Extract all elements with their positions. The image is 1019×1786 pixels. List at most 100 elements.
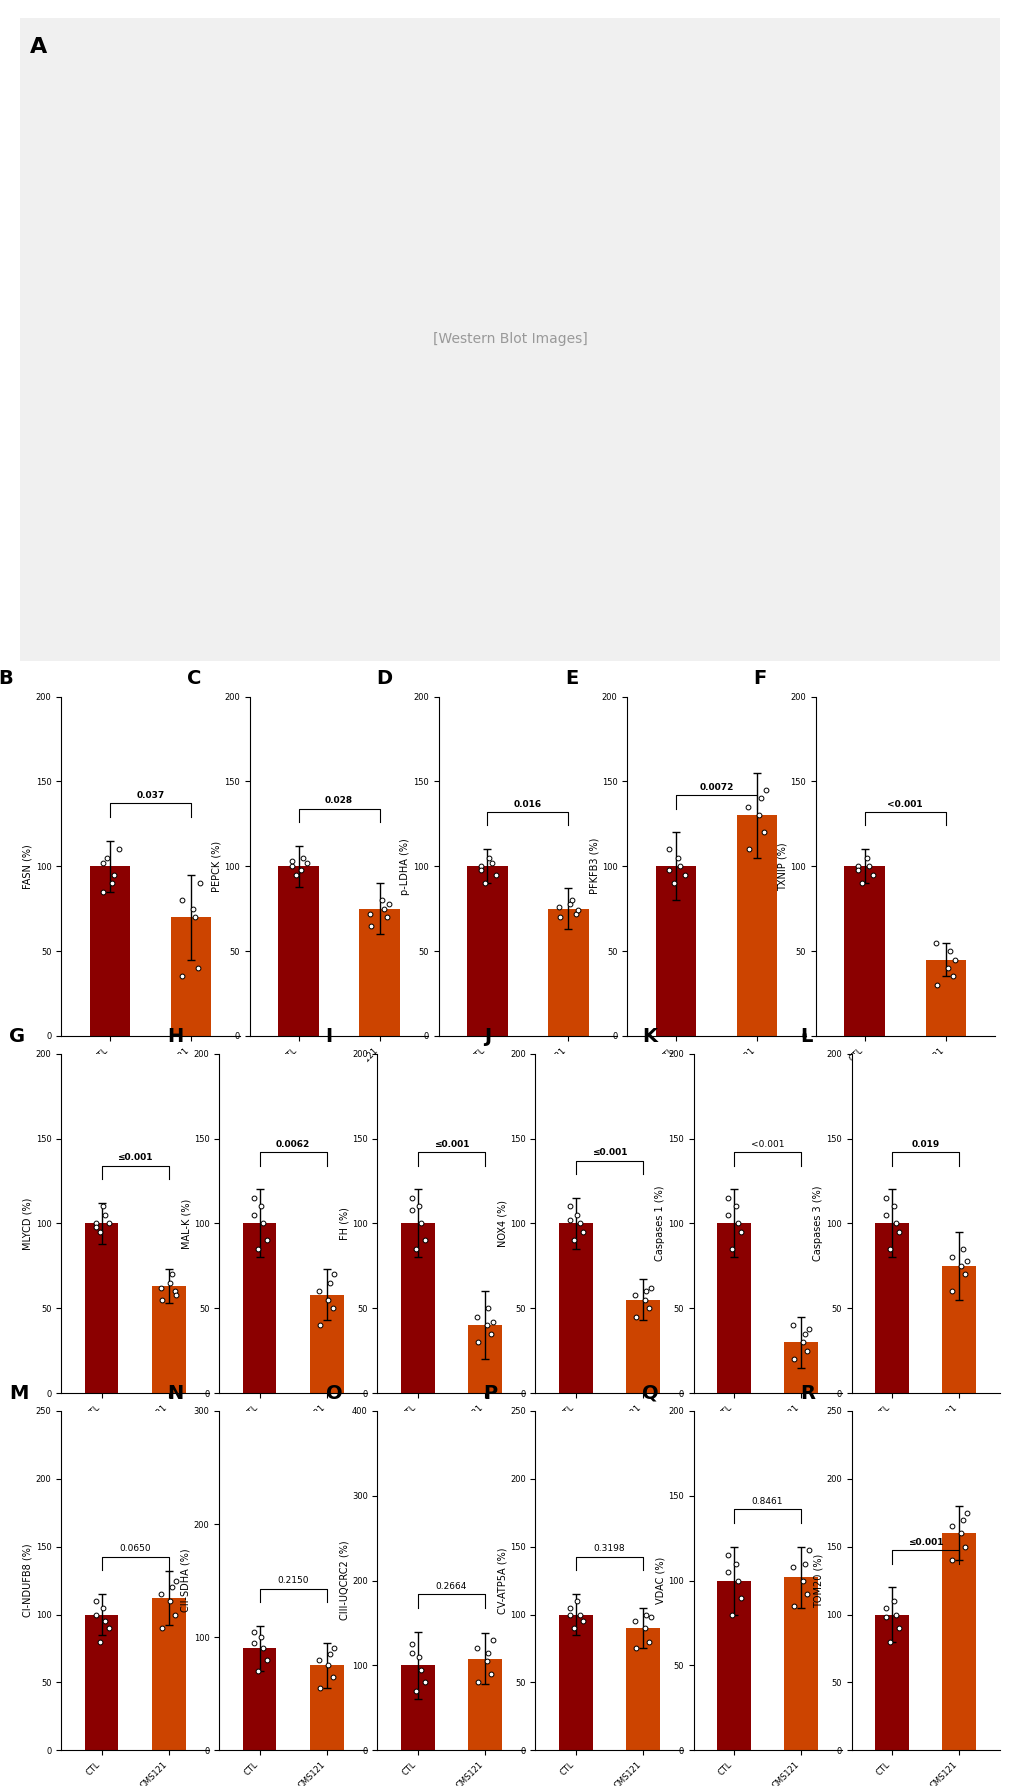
Point xyxy=(322,1268,338,1297)
Text: F: F xyxy=(753,670,766,688)
Point xyxy=(481,843,497,872)
Point xyxy=(283,847,300,875)
Text: ≤0.001: ≤0.001 xyxy=(117,1154,153,1163)
Bar xyxy=(152,1598,185,1750)
Y-axis label: CV-ATP5A (%): CV-ATP5A (%) xyxy=(497,1547,506,1615)
Y-axis label: TOM20 (%): TOM20 (%) xyxy=(813,1554,822,1607)
Point xyxy=(404,1638,420,1666)
Point xyxy=(750,800,766,829)
Point xyxy=(186,904,203,932)
Bar xyxy=(310,1295,343,1393)
Text: E: E xyxy=(565,670,578,688)
Point xyxy=(561,1593,578,1622)
Point xyxy=(482,1659,498,1688)
Bar xyxy=(626,1629,659,1750)
Text: 0.8461: 0.8461 xyxy=(751,1497,783,1506)
Point xyxy=(363,911,379,939)
Bar xyxy=(874,1223,908,1393)
Point xyxy=(956,1261,972,1289)
Point xyxy=(259,1225,275,1254)
Point xyxy=(404,1184,420,1213)
Point xyxy=(636,1615,652,1643)
Point xyxy=(891,1615,907,1643)
Bar xyxy=(942,1266,975,1393)
Bar xyxy=(400,1665,434,1750)
Point xyxy=(184,895,201,923)
Point xyxy=(569,1200,585,1229)
Point xyxy=(719,1200,736,1229)
Point xyxy=(190,954,206,982)
Text: ≤0.001: ≤0.001 xyxy=(591,1148,627,1157)
Point xyxy=(638,1600,654,1629)
Point xyxy=(785,1591,801,1620)
Point xyxy=(287,861,304,889)
Point xyxy=(378,904,394,932)
Text: R: R xyxy=(799,1384,814,1402)
Point xyxy=(642,1604,658,1632)
Point xyxy=(719,1184,736,1213)
Point xyxy=(95,1593,111,1622)
Point xyxy=(250,1657,266,1686)
Point xyxy=(283,852,300,880)
Point xyxy=(469,1668,485,1697)
Point xyxy=(757,775,773,804)
Point xyxy=(164,1261,180,1289)
Point xyxy=(417,1225,433,1254)
Point xyxy=(192,870,208,898)
Point xyxy=(660,855,677,884)
Y-axis label: TXNIP (%): TXNIP (%) xyxy=(777,841,787,891)
Point xyxy=(469,1302,485,1331)
Text: D: D xyxy=(376,670,392,688)
Bar xyxy=(468,1325,501,1393)
Y-axis label: CIII-UQCRC2 (%): CIII-UQCRC2 (%) xyxy=(338,1541,348,1620)
Bar xyxy=(547,909,588,1036)
Point xyxy=(413,1209,429,1238)
Y-axis label: PFKFB3 (%): PFKFB3 (%) xyxy=(589,838,598,895)
Bar xyxy=(243,1223,276,1393)
Point xyxy=(943,1243,959,1272)
Point xyxy=(326,1261,342,1289)
Point xyxy=(174,963,191,991)
Point xyxy=(551,904,568,932)
Point xyxy=(958,1498,974,1527)
Point xyxy=(311,1673,327,1702)
Bar xyxy=(558,1615,592,1750)
Point xyxy=(800,1536,816,1565)
Point xyxy=(627,1634,643,1663)
Point xyxy=(944,963,960,991)
Point xyxy=(676,861,692,889)
Point xyxy=(954,1234,970,1263)
Point xyxy=(373,886,389,914)
Point xyxy=(246,1629,262,1657)
Point xyxy=(752,784,768,813)
Point xyxy=(483,848,499,877)
Text: A: A xyxy=(31,38,48,57)
Bar xyxy=(467,866,507,1036)
Point xyxy=(642,1273,658,1302)
Point xyxy=(162,1586,178,1615)
Bar xyxy=(716,1581,750,1750)
Text: <0.001: <0.001 xyxy=(750,1139,784,1148)
Point xyxy=(362,900,378,929)
Bar xyxy=(784,1343,817,1393)
Point xyxy=(375,895,391,923)
Point xyxy=(660,834,677,863)
Point xyxy=(860,852,876,880)
Point xyxy=(571,1600,587,1629)
Point xyxy=(796,1320,812,1348)
Text: [Western Blot Images]: [Western Blot Images] xyxy=(432,332,587,346)
Point xyxy=(294,843,311,872)
Point xyxy=(952,1518,968,1547)
Y-axis label: FASN (%): FASN (%) xyxy=(22,843,33,889)
Point xyxy=(627,1281,643,1309)
Point xyxy=(411,1193,427,1222)
Point xyxy=(95,848,111,877)
Point xyxy=(798,1336,814,1365)
Point xyxy=(166,1277,182,1306)
Point xyxy=(472,855,488,884)
Point xyxy=(469,1634,485,1663)
Bar xyxy=(90,866,130,1036)
Text: 0.3198: 0.3198 xyxy=(593,1545,625,1554)
Point xyxy=(97,1607,113,1636)
Point xyxy=(853,870,869,898)
